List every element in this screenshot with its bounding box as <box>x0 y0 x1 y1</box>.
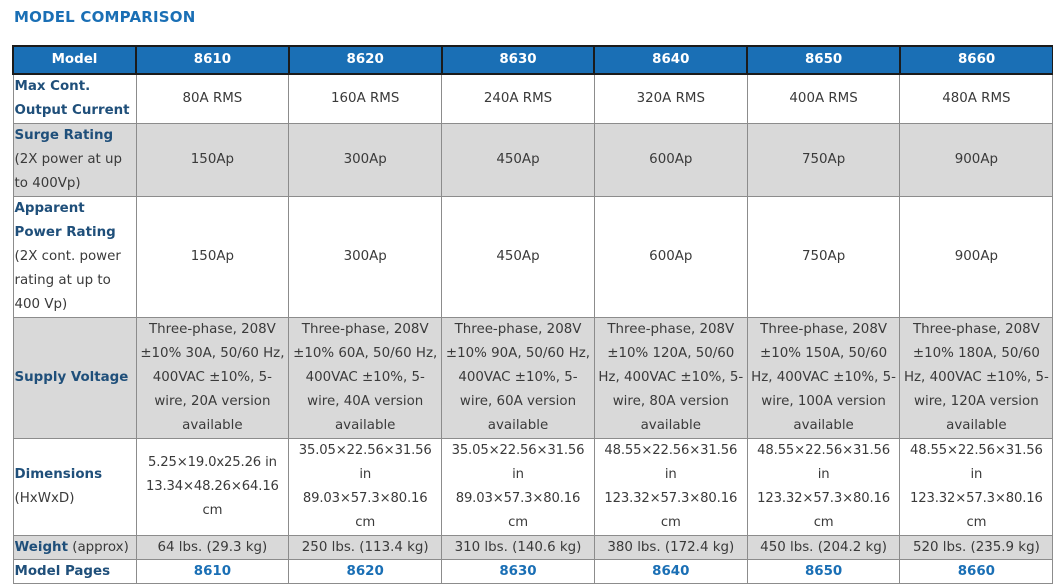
table-cell: 240A RMS <box>441 73 595 124</box>
table-cell: 160A RMS <box>288 73 443 124</box>
table-row-weight: Weight (approx) 64 lbs. (29.3 kg) 250 lb… <box>12 535 1054 560</box>
table-header-row: Model 8610 8620 8630 8640 8650 8660 <box>12 45 1054 75</box>
row-label: Apparent Power Rating (2X cont. power ra… <box>12 196 137 318</box>
table-cell: 450 lbs. (204.2 kg) <box>746 535 901 560</box>
table-cell: 48.55×22.56×31.56 in 123.32×57.3×80.16 cm <box>899 438 1054 536</box>
table-cell: 320A RMS <box>593 73 748 124</box>
table-cell: Three-phase, 208V ±10% 30A, 50/60 Hz, 40… <box>135 317 290 439</box>
row-label: Supply Voltage <box>12 317 137 439</box>
header-model: 8610 <box>135 45 290 75</box>
row-label-note: (2X power at up to 400Vp) <box>14 152 123 191</box>
table-cell: 80A RMS <box>135 73 290 124</box>
table-row-apparent-power: Apparent Power Rating (2X cont. power ra… <box>12 196 1054 318</box>
table-cell: 900Ap <box>899 123 1054 197</box>
table-cell: 310 lbs. (140.6 kg) <box>441 535 595 560</box>
table-cell: 480A RMS <box>899 73 1054 124</box>
table-cell: 600Ap <box>593 123 748 197</box>
table-row-surge-rating: Surge Rating (2X power at up to 400Vp) 1… <box>12 123 1054 197</box>
model-page-link-8640[interactable]: 8640 <box>652 563 690 579</box>
table-row-max-current: Max Cont. Output Current 80A RMS 160A RM… <box>12 73 1054 124</box>
dimension-cm: 89.03×57.3×80.16 cm <box>302 491 428 530</box>
table-cell: 48.55×22.56×31.56 in 123.32×57.3×80.16 cm <box>593 438 748 536</box>
row-label: Model Pages <box>12 559 137 584</box>
dimension-cm: 13.34×48.26×64.16 cm <box>145 479 279 518</box>
model-page-link-8660[interactable]: 8660 <box>957 563 996 579</box>
table-cell: 8620 <box>288 559 443 584</box>
table-row-supply-voltage: Supply Voltage Three-phase, 208V ±10% 30… <box>12 317 1054 439</box>
table-cell: 48.55×22.56×31.56 in 123.32×57.3×80.16 cm <box>746 438 901 536</box>
row-label: Weight (approx) <box>12 535 137 560</box>
table-cell: 900Ap <box>899 196 1054 318</box>
table-cell: 35.05×22.56×31.56 in 89.03×57.3×80.16 cm <box>288 438 443 536</box>
dimension-cm: 123.32×57.3×80.16 cm <box>909 491 1043 530</box>
dimension-inches: 5.25×19.0x25.26 in <box>147 455 277 470</box>
table-row-dimensions: Dimensions (HxWxD) 5.25×19.0x25.26 in 13.3… <box>12 438 1054 536</box>
table-cell: 300Ap <box>288 196 443 318</box>
table-cell: 300Ap <box>288 123 443 197</box>
dimension-inches: 48.55×22.56×31.56 in <box>909 443 1043 482</box>
header-model: 8650 <box>746 45 901 75</box>
table-cell: 750Ap <box>746 196 901 318</box>
header-model: 8660 <box>898 45 1054 75</box>
row-label: Surge Rating (2X power at up to 400Vp) <box>12 123 137 197</box>
table-cell: 400A RMS <box>746 73 901 124</box>
row-label-title: Surge Rating <box>14 128 114 143</box>
header-model: 8630 <box>440 45 595 75</box>
table-cell: Three-phase, 208V ±10% 60A, 50/60 Hz, 40… <box>288 317 443 439</box>
table-cell: 150Ap <box>135 123 290 197</box>
table-row-model-pages: Model Pages 8610 8620 8630 8640 8650 866… <box>12 559 1054 584</box>
row-label-title: Weight <box>14 539 68 555</box>
table-cell: 64 lbs. (29.3 kg) <box>135 535 290 560</box>
table-cell: Three-phase, 208V ±10% 90A, 50/60 Hz, 40… <box>441 317 595 439</box>
table-cell: 450Ap <box>441 196 595 318</box>
model-page-link-8630[interactable]: 8630 <box>499 563 537 579</box>
row-label: Dimensions (HxWxD) <box>12 438 137 536</box>
row-label-note: (HxWxD) <box>14 491 75 506</box>
row-label-title: Max Cont. Output Current <box>14 79 130 118</box>
row-label-note: (2X cont. power rating at up to 400 Vp) <box>14 249 121 312</box>
dimension-cm: 123.32×57.3×80.16 cm <box>604 491 738 530</box>
table-cell: Three-phase, 208V ±10% 120A, 50/60 Hz, 4… <box>593 317 748 439</box>
row-label-note: (approx) <box>67 539 129 555</box>
table-cell: 600Ap <box>593 196 748 318</box>
header-model: 8620 <box>287 45 443 75</box>
dimension-inches: 35.05×22.56×31.56 in <box>451 443 585 482</box>
header-model: 8640 <box>593 45 748 75</box>
table-cell: 250 lbs. (113.4 kg) <box>288 535 443 560</box>
header-model-label: Model <box>12 45 137 75</box>
table-cell: Three-phase, 208V ±10% 150A, 50/60 Hz, 4… <box>746 317 901 439</box>
page-title: MODEL COMPARISON <box>14 8 196 26</box>
table-cell: 520 lbs. (235.9 kg) <box>899 535 1054 560</box>
table-cell: 35.05×22.56×31.56 in 89.03×57.3×80.16 cm <box>441 438 595 536</box>
dimension-inches: 48.55×22.56×31.56 in <box>757 443 890 482</box>
row-label-title: Dimensions <box>14 467 103 482</box>
table-cell: 450Ap <box>441 123 595 197</box>
table-cell: 8660 <box>899 559 1054 584</box>
model-page-link-8620[interactable]: 8620 <box>346 563 384 579</box>
dimension-inches: 48.55×22.56×31.56 in <box>604 443 738 482</box>
table-cell: 8610 <box>135 559 290 584</box>
dimension-cm: 89.03×57.3×80.16 cm <box>455 491 581 530</box>
dimension-cm: 123.32×57.3×80.16 cm <box>757 491 890 530</box>
row-label: Max Cont. Output Current <box>12 73 137 124</box>
table-cell: 5.25×19.0x25.26 in 13.34×48.26×64.16 cm <box>135 438 290 536</box>
table-cell: 8640 <box>593 559 748 584</box>
row-label-title: Model Pages <box>14 563 111 579</box>
table-cell: 8630 <box>441 559 595 584</box>
table-cell: 150Ap <box>135 196 290 318</box>
row-label-title: Apparent Power Rating <box>14 201 116 240</box>
table-cell: Three-phase, 208V ±10% 180A, 50/60 Hz, 4… <box>899 317 1054 439</box>
table-cell: 750Ap <box>746 123 901 197</box>
table-cell: 380 lbs. (172.4 kg) <box>593 535 748 560</box>
model-page-link-8650[interactable]: 8650 <box>804 563 843 579</box>
row-label-title: Supply Voltage <box>14 370 129 385</box>
model-comparison-table: Model 8610 8620 8630 8640 8650 8660 Max … <box>12 45 1054 584</box>
model-page-link-8610[interactable]: 8610 <box>193 563 232 579</box>
table-cell: 8650 <box>746 559 901 584</box>
dimension-inches: 35.05×22.56×31.56 in <box>298 443 432 482</box>
